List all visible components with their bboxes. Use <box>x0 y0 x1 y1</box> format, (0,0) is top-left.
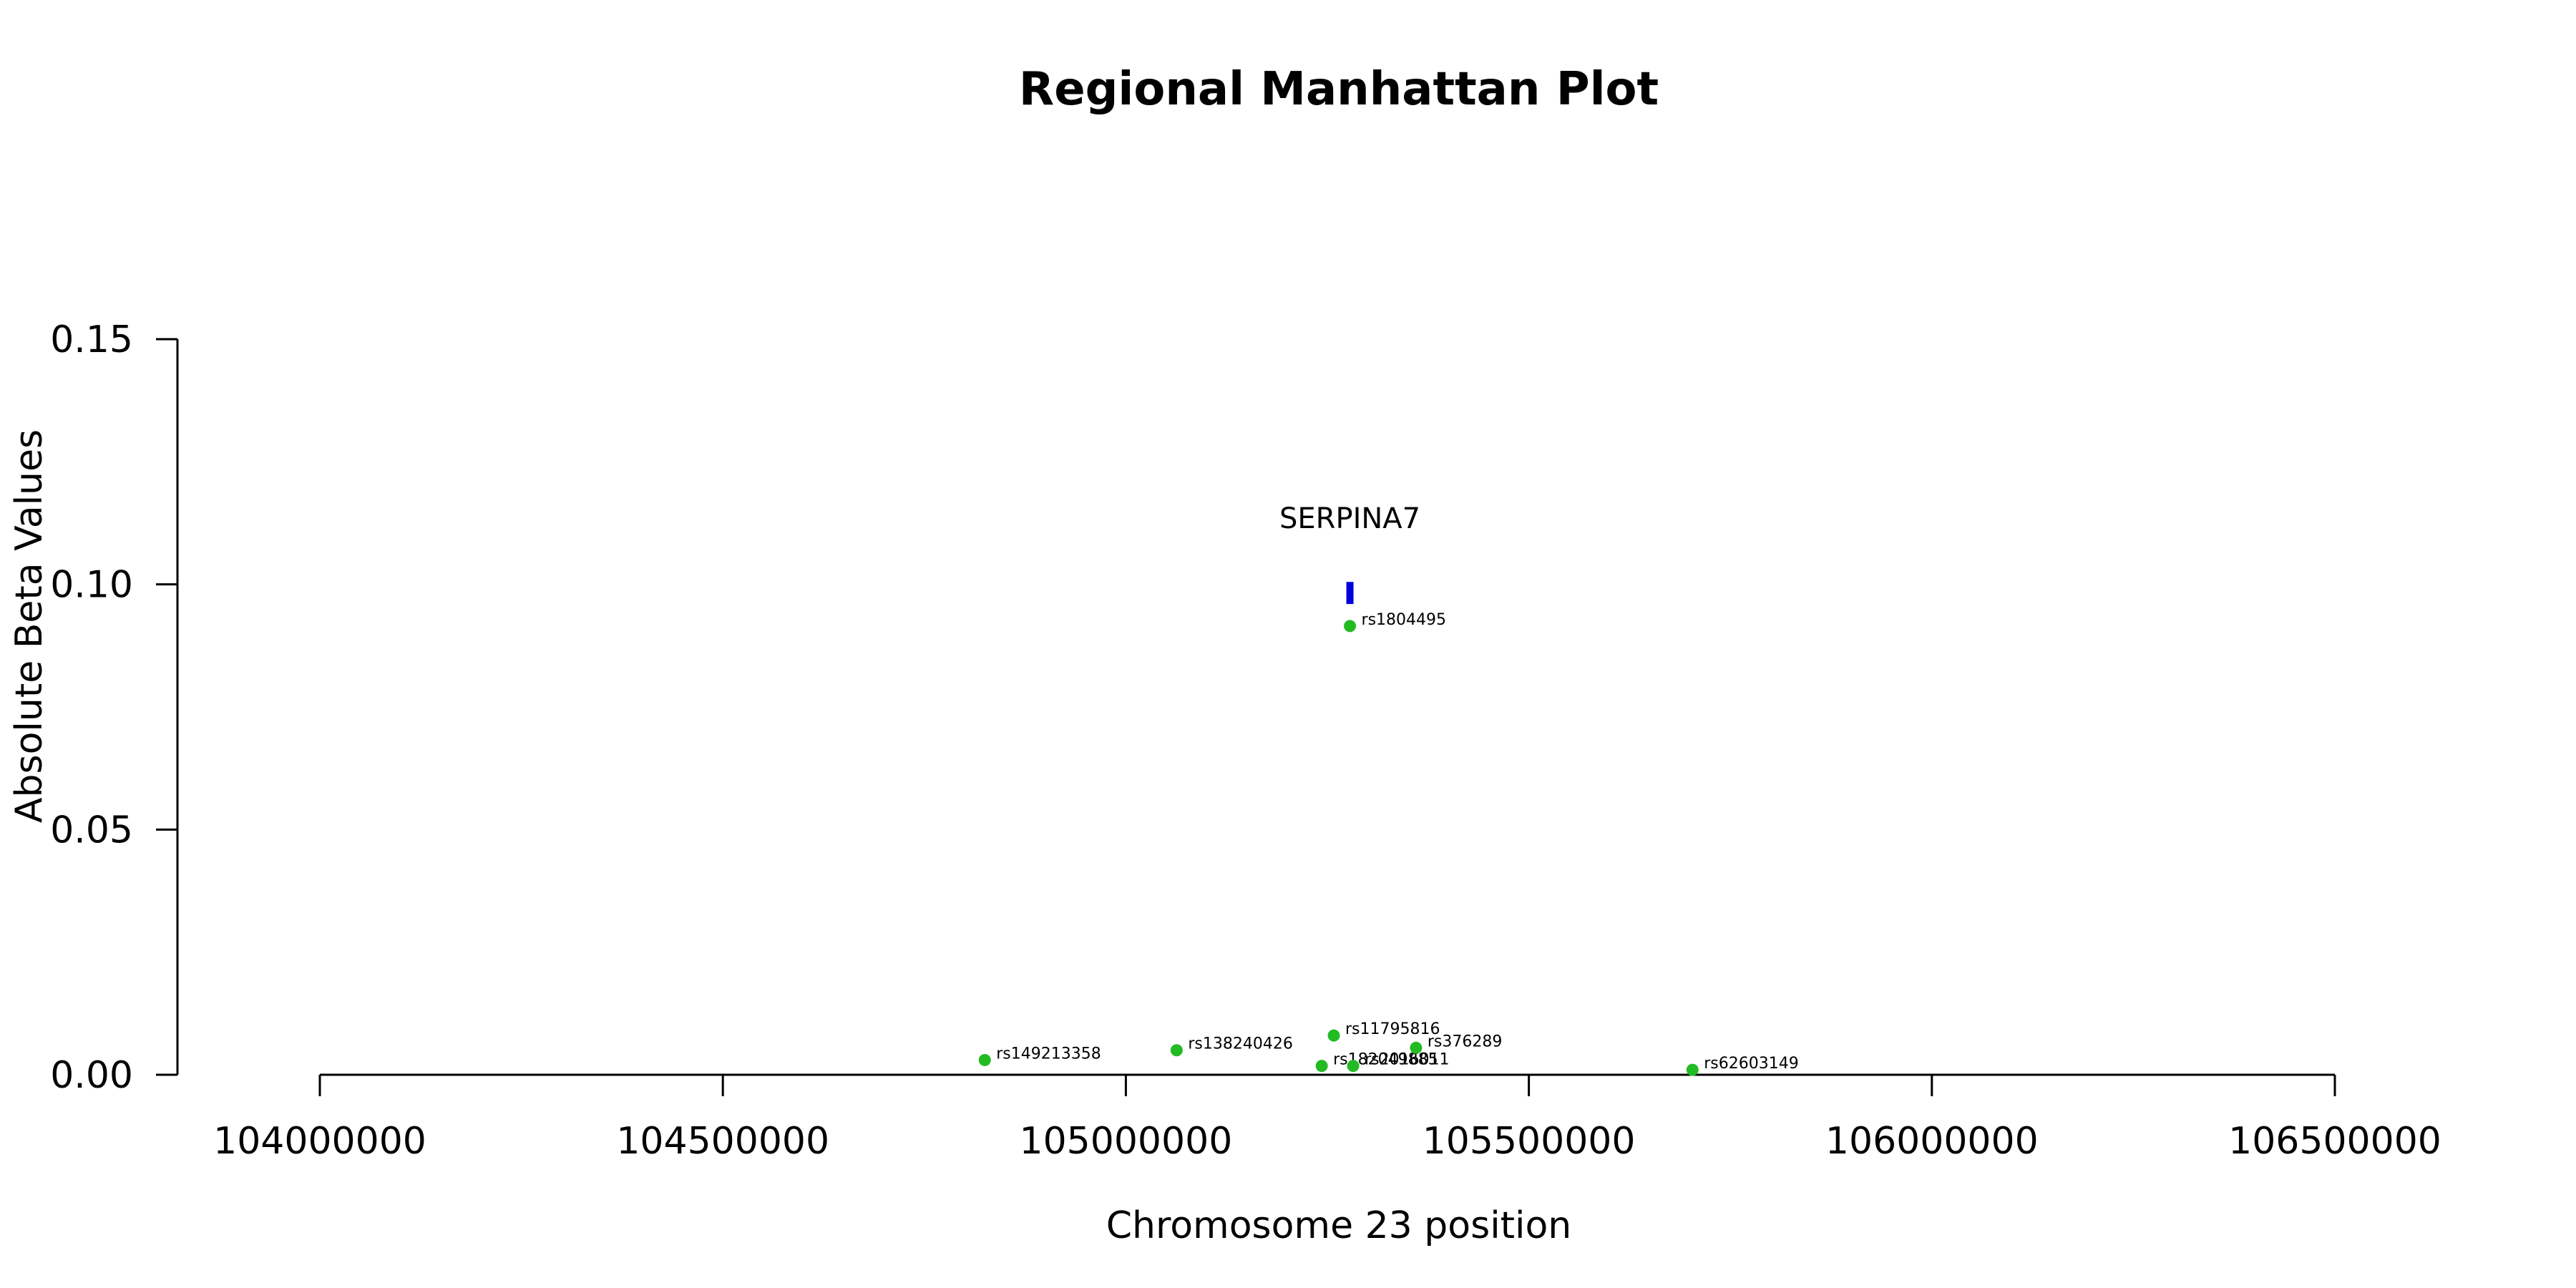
point-label: rs149213358 <box>996 1045 1101 1063</box>
point-label: rs2016011 <box>1365 1051 1450 1069</box>
x-tick-label: 105000000 <box>1020 1120 1233 1163</box>
data-point <box>1170 1044 1183 1057</box>
data-point <box>978 1053 991 1066</box>
point-label: rs11795816 <box>1345 1020 1440 1038</box>
axes: 104000000 104500000 105000000 105500000 1060… <box>50 318 2441 1163</box>
x-tick-label: 106000000 <box>1825 1120 2039 1163</box>
y-axis-label: Absolute Beta Values <box>8 429 51 823</box>
x-tick-label: 106500000 <box>2228 1120 2441 1163</box>
y-tick-label: 0.10 <box>50 564 133 607</box>
gene-markers: SERPINA7 <box>1279 502 1420 605</box>
point-label: rs62603149 <box>1704 1055 1798 1073</box>
y-tick-label: 0.15 <box>50 318 133 361</box>
y-tick-label: 0.05 <box>50 809 133 852</box>
gene-label: SERPINA7 <box>1279 502 1420 535</box>
chart-title: Regional Manhattan Plot <box>1019 63 1659 116</box>
y-tick-label: 0.00 <box>50 1054 133 1097</box>
x-tick-label: 105500000 <box>1423 1120 1636 1163</box>
x-tick-label: 104500000 <box>616 1120 829 1163</box>
data-point <box>1315 1060 1328 1073</box>
point-label: rs376289 <box>1428 1033 1503 1050</box>
data-point <box>1686 1063 1699 1076</box>
data-point <box>1347 1060 1360 1073</box>
data-point <box>1410 1041 1423 1054</box>
point-label: rs138240426 <box>1188 1035 1292 1053</box>
x-tick-label: 104000000 <box>213 1120 426 1163</box>
data-points: rs149213358rs138240426rs11795816rs182049… <box>978 611 1799 1076</box>
data-point <box>1344 620 1357 633</box>
point-label: rs1804495 <box>1362 611 1447 629</box>
x-axis-label: Chromosome 23 position <box>1106 1204 1572 1247</box>
data-point <box>1327 1029 1340 1042</box>
